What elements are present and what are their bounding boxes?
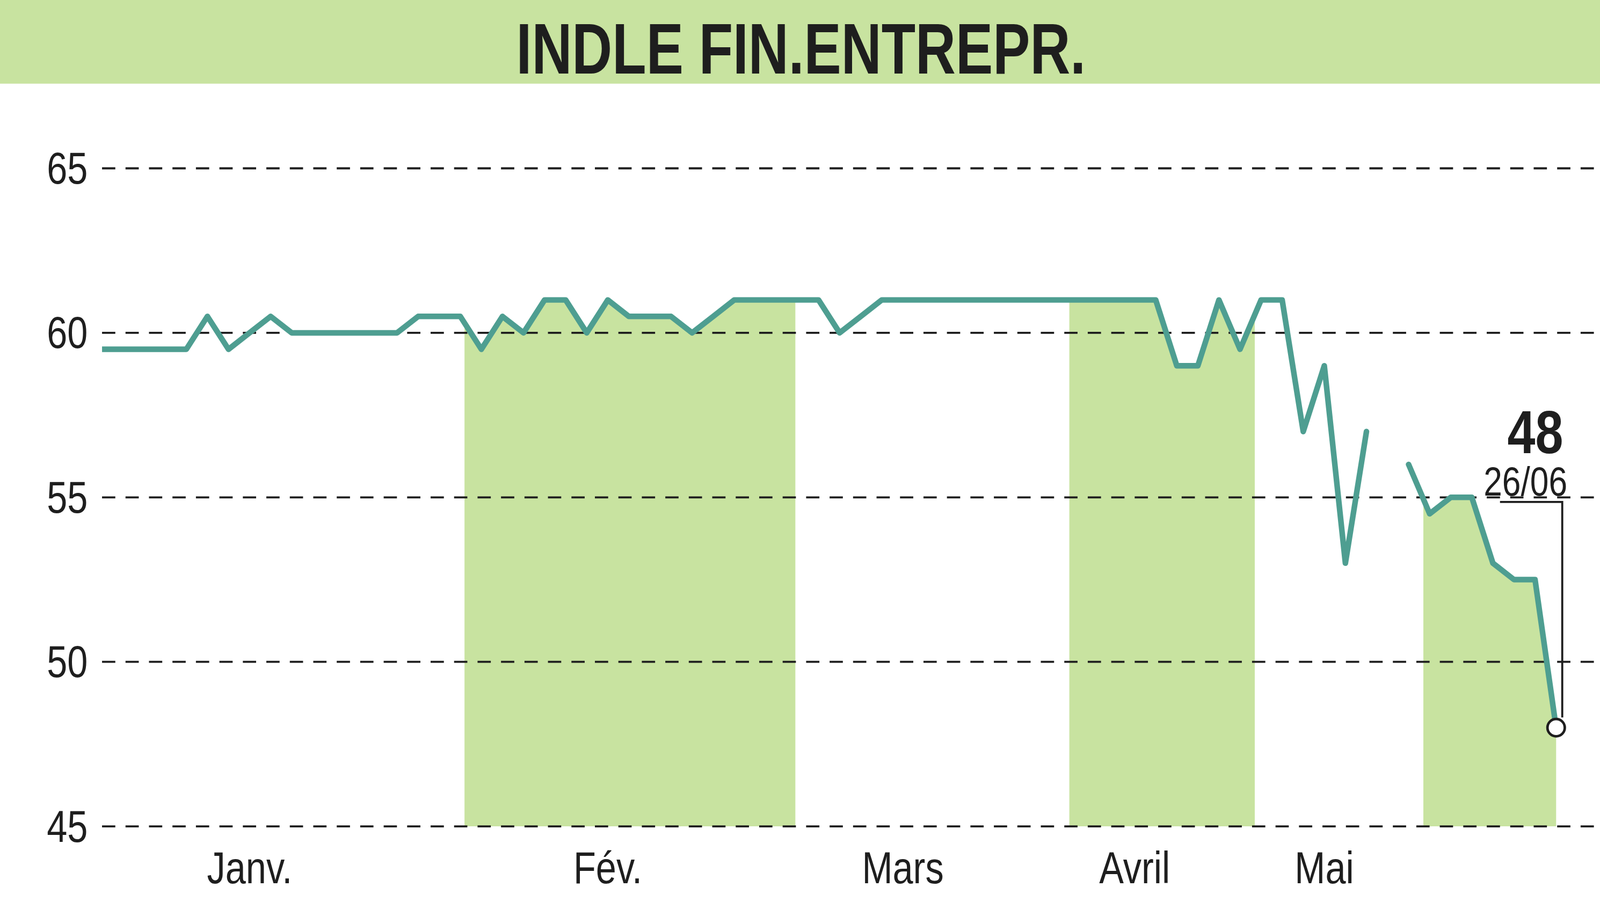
grid-line — [102, 496, 1600, 499]
last-point — [1547, 718, 1565, 737]
x-tick-label: Mai — [1294, 842, 1354, 893]
annotation-leader — [1500, 502, 1563, 718]
x-tick-label: Janv. — [206, 842, 293, 893]
y-tick-label: 50 — [46, 636, 88, 687]
x-tick-label: Mars — [861, 842, 944, 893]
y-tick-label: 60 — [46, 307, 88, 358]
chart: INDLE FIN.ENTREPR. 45 50 55 60 65 Janv. Fév. Mar… — [0, 0, 1600, 909]
grid-line — [102, 660, 1600, 664]
title: INDLE FIN.ENTREPR. — [516, 8, 1087, 89]
annotation-date: 26/06 — [1483, 459, 1568, 505]
price-line — [102, 300, 1556, 729]
grid-line — [102, 167, 1600, 170]
month-shading — [102, 300, 1556, 827]
annotation-value: 48 — [1507, 397, 1564, 467]
x-tick-label: Avril — [1099, 842, 1170, 893]
y-tick-label: 55 — [46, 471, 88, 522]
y-tick-label: 45 — [46, 801, 88, 852]
x-tick-label: Fév. — [573, 842, 643, 893]
grid-line — [102, 825, 1600, 828]
y-tick-label: 65 — [46, 143, 88, 194]
